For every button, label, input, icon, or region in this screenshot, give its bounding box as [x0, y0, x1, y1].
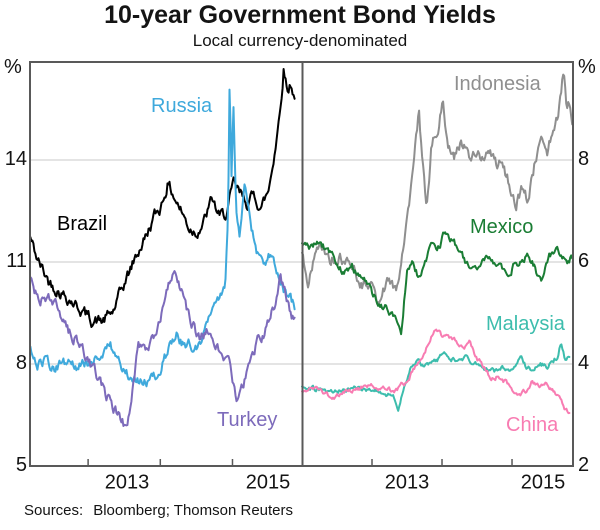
- sources-text: Bloomberg; Thomson Reuters: [93, 502, 294, 519]
- y-tick-right-8: 8: [578, 148, 590, 171]
- y-tick-left-11: 11: [6, 250, 27, 273]
- y-axis-unit-right: %: [578, 56, 596, 78]
- y-tick-left-8: 8: [15, 352, 27, 375]
- series-label-indonesia: Indonesia: [454, 73, 541, 95]
- series-label-china: China: [506, 414, 559, 436]
- x-label-2013-left: 2013: [104, 471, 150, 494]
- y-axis-unit-left: %: [4, 56, 22, 78]
- y-tick-right-2: 2: [578, 454, 590, 477]
- sources-note: Sources: Bloomberg; Thomson Reuters: [24, 502, 293, 519]
- series-label-brazil: Brazil: [57, 213, 108, 235]
- series-label-malaysia: Malaysia: [486, 313, 565, 335]
- sources-label: Sources:: [24, 502, 84, 519]
- x-label-2015-right: 2015: [520, 471, 566, 494]
- series-label-mexico: Mexico: [470, 216, 534, 238]
- y-tick-right-6: 6: [578, 250, 590, 273]
- x-label-2013-right: 2013: [384, 471, 430, 494]
- series-label-turkey: Turkey: [217, 409, 278, 431]
- y-tick-right-4: 4: [578, 352, 590, 375]
- figure-subtitle: Local currency-denominated: [192, 31, 408, 50]
- y-tick-left-5: 5: [15, 454, 27, 477]
- y-tick-left-14: 14: [4, 148, 27, 171]
- page-title: 10-year Government Bond Yields: [104, 1, 496, 29]
- series-label-russia: Russia: [151, 95, 213, 117]
- x-label-2015-left: 2015: [245, 471, 291, 494]
